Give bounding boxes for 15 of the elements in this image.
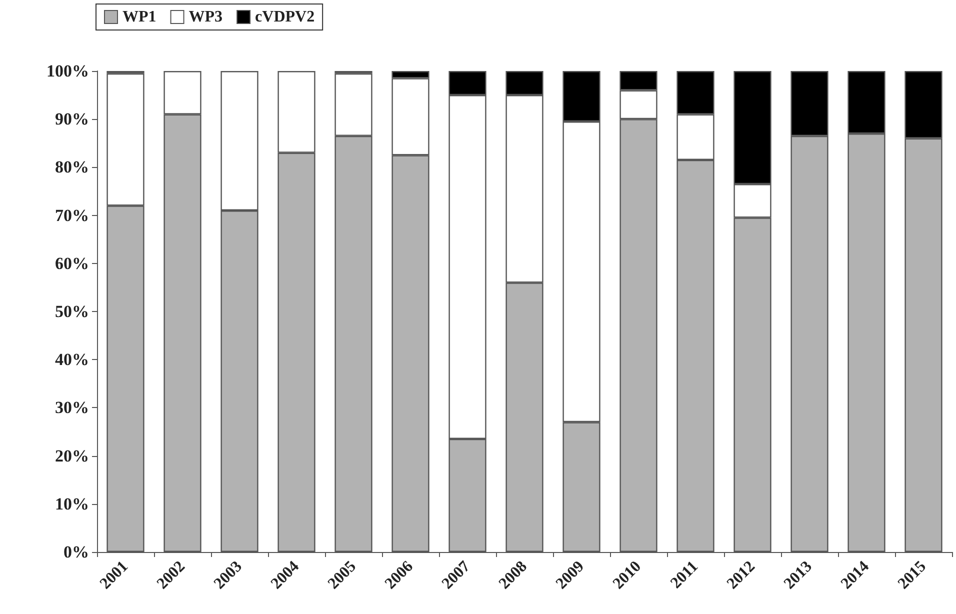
y-tick-label: 100%: [46, 62, 89, 80]
y-tick-label: 80%: [55, 158, 89, 177]
y-tick-label: 90%: [55, 110, 89, 129]
y-tick-label: 70%: [55, 206, 89, 225]
y-tick-label: 0%: [64, 542, 89, 562]
y-tick-label: 20%: [55, 446, 89, 466]
y-tick-label: 30%: [55, 398, 89, 418]
y-tick-label: 40%: [55, 350, 89, 370]
legend-label: cVDPV2: [255, 8, 315, 26]
legend-label: WP1: [122, 8, 156, 26]
y-tick-label: 10%: [55, 494, 89, 514]
x-tick-label: 2011: [668, 558, 702, 592]
legend-label: WP3: [188, 8, 223, 26]
y-tick-label: 50%: [55, 302, 89, 321]
y-tick-label: 60%: [55, 254, 89, 273]
